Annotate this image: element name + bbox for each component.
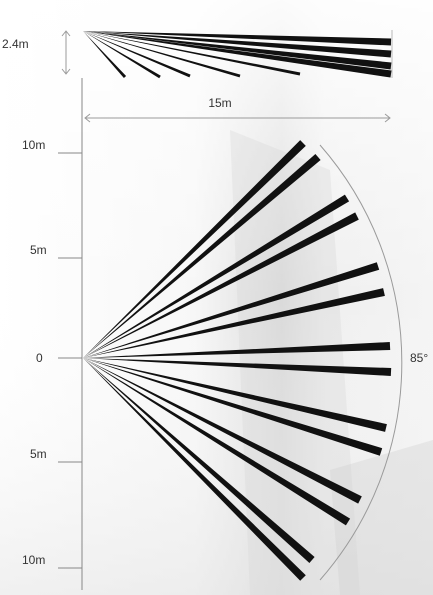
beam	[83, 358, 387, 432]
coverage-arc	[319, 144, 403, 581]
beam	[83, 31, 392, 70]
beam	[83, 194, 350, 358]
side-view-beams	[83, 31, 392, 79]
beam	[83, 31, 191, 78]
beam	[83, 31, 241, 78]
beam	[83, 358, 383, 456]
beam	[83, 31, 392, 46]
beam	[83, 358, 306, 581]
axis-label-5m-bottom: 5m	[30, 447, 47, 461]
beam	[83, 31, 301, 76]
beam	[83, 140, 306, 358]
beam	[83, 31, 161, 79]
beam	[83, 358, 351, 526]
beam	[83, 212, 359, 358]
beam	[83, 31, 127, 78]
axis-ticks	[58, 152, 82, 569]
top-view: 10m 5m 0 5m 10m 85°	[22, 78, 428, 590]
beam	[83, 342, 391, 358]
beam	[83, 358, 392, 376]
beam	[83, 31, 392, 58]
beam	[83, 31, 392, 78]
axis-label-10m-top: 10m	[22, 138, 45, 152]
height-label: 2.4m	[2, 37, 29, 51]
axis-label-0: 0	[36, 351, 43, 365]
beam	[83, 358, 315, 563]
axis-label-10m-bottom: 10m	[22, 553, 45, 567]
beam	[83, 358, 362, 504]
beam	[83, 262, 380, 358]
axis-label-5m-top: 5m	[30, 243, 47, 257]
width-label: 15m	[208, 96, 231, 110]
beam	[83, 154, 321, 358]
width-dimension-arrow	[84, 113, 391, 123]
angle-label: 85°	[410, 351, 428, 365]
height-dimension-arrow	[61, 30, 71, 75]
top-view-beams	[83, 140, 392, 581]
side-view: 2.4m 15m	[2, 30, 393, 123]
beam	[83, 288, 385, 358]
background-shadow-lower	[330, 440, 433, 595]
